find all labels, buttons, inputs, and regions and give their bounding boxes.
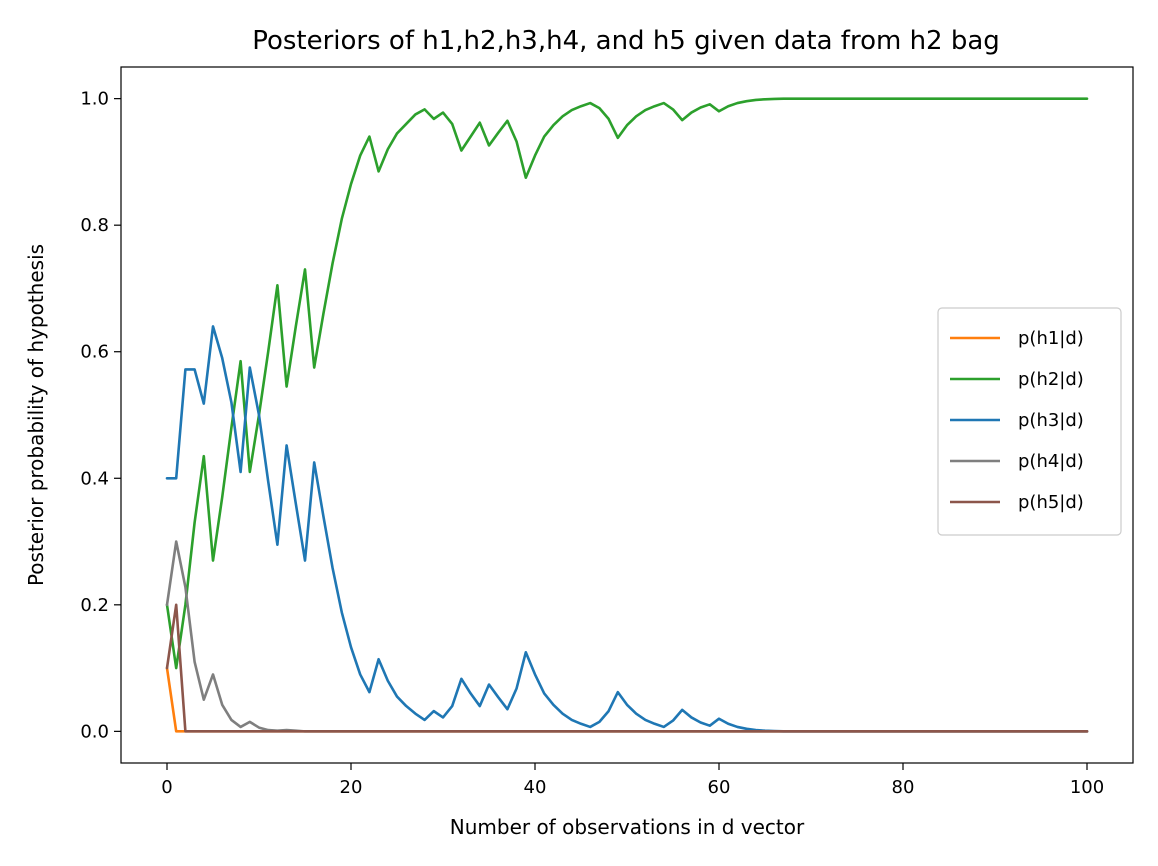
legend-label-h5: p(h5|d) [1018, 492, 1084, 513]
x-tick-label: 60 [708, 777, 731, 798]
y-tick-label: 0.2 [80, 595, 109, 616]
legend-label-h1: p(h1|d) [1018, 328, 1084, 349]
series-line-h3 [165, 325, 1089, 733]
x-tick-label: 100 [1070, 777, 1104, 798]
legend: p(h1|d) p(h2|d) p(h3|d) p(h4|d) p(h5|d) [937, 307, 1122, 536]
legend-label-h2: p(h2|d) [1018, 369, 1084, 390]
series-line-h5 [165, 603, 1089, 733]
series-line-h2 [165, 97, 1089, 670]
y-tick-label: 0.6 [80, 342, 109, 363]
chart-title: Posteriors of h1,h2,h3,h4, and h5 given … [252, 26, 1000, 56]
legend-label-h3: p(h3|d) [1018, 410, 1084, 431]
y-tick-label: 0.8 [80, 215, 109, 236]
series-line-h1 [165, 666, 1089, 733]
plot-frame [120, 66, 1134, 764]
x-tick-label: 40 [524, 777, 547, 798]
x-axis-label: Number of observations in d vector [450, 815, 805, 839]
y-tick-label: 0.0 [80, 721, 109, 742]
legend-box [937, 307, 1122, 536]
x-tick-label: 0 [161, 777, 172, 798]
x-tick-label: 20 [340, 777, 363, 798]
y-axis-label: Posterior probability of hypothesis [24, 244, 48, 586]
legend-label-h4: p(h4|d) [1018, 451, 1084, 472]
y-tick-label: 0.4 [80, 468, 109, 489]
x-axis: 0 20 40 60 80 100 [161, 763, 1104, 798]
x-tick-label: 80 [892, 777, 915, 798]
y-axis: 0.0 0.2 0.4 0.6 0.8 1.0 [80, 89, 121, 742]
plot-area [165, 97, 1089, 733]
y-tick-label: 1.0 [80, 89, 109, 110]
